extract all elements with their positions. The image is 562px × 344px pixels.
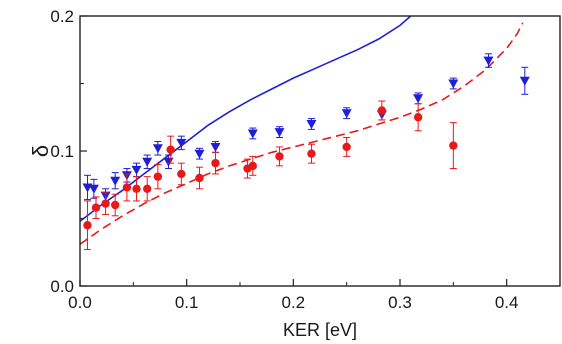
data-point-triangle	[110, 176, 121, 186]
data-point-circle	[166, 145, 175, 154]
data-point-circle	[153, 172, 163, 181]
x-tick-label: 0.2	[282, 293, 306, 312]
x-tick-label: 0.1	[175, 293, 199, 312]
data-point-circle	[377, 106, 387, 115]
y-tick-label: 0.1	[50, 142, 74, 161]
data-point-triangle	[131, 165, 142, 175]
plot-frame	[79, 15, 561, 287]
data-point-triangle	[448, 79, 459, 89]
data-point-circle	[275, 152, 284, 161]
data-point-circle	[307, 149, 316, 158]
tick-labels: 0.0 0.1 0.2 0.3 0.4 0.0 0.1 0.2	[50, 7, 518, 312]
data-point-triangle	[341, 109, 352, 119]
data-point-circle	[111, 200, 120, 210]
data-point-circle	[211, 158, 220, 168]
data-point-circle	[122, 183, 132, 192]
data-point-circle	[195, 173, 204, 183]
data-points	[82, 53, 530, 251]
y-tick-label: 0.2	[50, 7, 74, 26]
data-point-circle	[342, 142, 351, 152]
data-point-triangle	[519, 76, 530, 86]
data-point-triangle	[163, 157, 174, 167]
data-point-triangle	[483, 56, 494, 66]
axes	[79, 15, 561, 287]
data-point-triangle	[274, 128, 285, 138]
x-axis-label: KER [eV]	[283, 320, 357, 340]
data-point-circle	[132, 184, 141, 193]
data-point-triangle	[142, 157, 153, 167]
x-tick-label: 0.3	[388, 293, 412, 312]
x-tick-label: 0.0	[68, 293, 92, 312]
data-point-triangle	[247, 129, 258, 139]
data-point-circle	[248, 161, 257, 171]
data-point-triangle	[152, 144, 163, 154]
data-point-circle	[101, 199, 110, 208]
y-tick-label: 0.0	[50, 277, 74, 296]
data-point-circle	[91, 203, 101, 212]
x-tick-label: 0.4	[495, 293, 519, 312]
y-axis-label: δ	[28, 145, 53, 157]
data-point-triangle	[176, 138, 187, 148]
data-point-circle	[449, 141, 458, 150]
data-point-circle	[83, 221, 92, 230]
data-point-circle	[177, 169, 186, 179]
data-point-circle	[413, 113, 423, 122]
data-point-circle	[143, 184, 152, 193]
data-point-triangle	[413, 94, 424, 104]
data-point-triangle	[210, 143, 221, 152]
data-point-triangle	[194, 149, 205, 159]
fit-lines	[80, 16, 524, 245]
dashed-fit-line	[80, 22, 524, 245]
data-point-triangle	[88, 184, 99, 194]
data-point-triangle	[306, 120, 317, 129]
